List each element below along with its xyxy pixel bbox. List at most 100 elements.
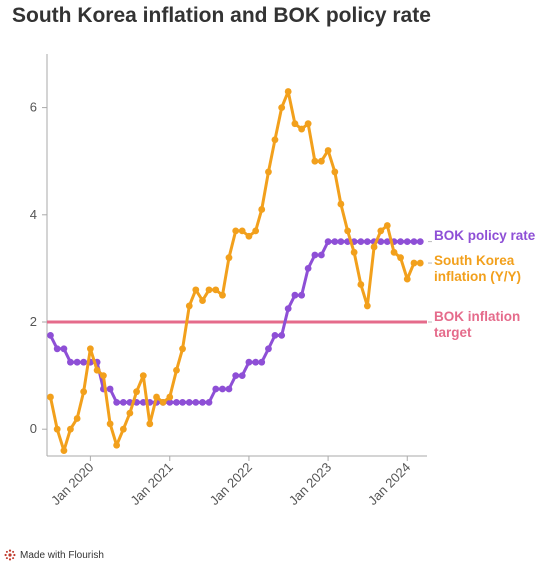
- data-point: [410, 259, 418, 267]
- data-point: [205, 399, 213, 406]
- data-point: [397, 254, 404, 262]
- data-point: [126, 409, 134, 417]
- series-layer: [47, 88, 427, 455]
- y-tick-label: 2: [30, 314, 37, 329]
- data-point: [60, 345, 68, 353]
- data-point: [304, 265, 312, 272]
- footer-text: Made with Flourish: [20, 549, 104, 561]
- data-point: [357, 238, 365, 246]
- data-point: [119, 425, 127, 433]
- data-point: [199, 399, 206, 406]
- legend-item: BOK inflation target: [428, 309, 520, 340]
- data-point: [153, 393, 160, 401]
- data-point: [284, 305, 292, 312]
- data-point: [252, 358, 260, 366]
- data-point: [245, 232, 253, 240]
- data-point: [331, 238, 339, 246]
- legend-item: BOK policy rate: [428, 228, 536, 243]
- data-point: [212, 286, 220, 294]
- x-tick-label: Jan 2021: [127, 460, 175, 508]
- data-point: [67, 358, 74, 366]
- data-point: [166, 393, 174, 401]
- legend-label: South Korea inflation (Y/Y): [434, 253, 521, 284]
- data-point: [106, 385, 114, 393]
- legend-item: South Korea inflation (Y/Y): [428, 253, 521, 284]
- data-point: [258, 206, 266, 213]
- data-point: [106, 420, 114, 428]
- data-point: [403, 238, 411, 246]
- data-point: [258, 358, 266, 366]
- data-point: [225, 254, 233, 262]
- data-point: [403, 275, 411, 283]
- data-point: [86, 345, 94, 353]
- data-point: [324, 147, 332, 154]
- data-point: [291, 120, 299, 128]
- flourish-logo-icon: [4, 549, 16, 561]
- y-tick-label: 0: [30, 421, 37, 436]
- data-point: [311, 251, 319, 259]
- data-point: [73, 415, 81, 422]
- data-point: [212, 385, 220, 393]
- data-point: [324, 238, 332, 246]
- data-point: [192, 399, 200, 406]
- y-tick-label: 4: [30, 207, 37, 222]
- series-bok-policy-rate: [47, 238, 424, 406]
- data-point: [232, 227, 240, 235]
- data-point: [317, 251, 325, 259]
- data-point: [245, 358, 253, 366]
- data-point: [278, 332, 286, 339]
- data-point: [410, 238, 418, 246]
- data-point: [205, 286, 213, 294]
- data-point: [173, 399, 180, 406]
- chart-title: South Korea inflation and BOK policy rat…: [12, 4, 431, 27]
- data-point: [60, 447, 68, 455]
- data-point: [363, 238, 371, 246]
- data-point: [80, 388, 88, 396]
- data-point: [47, 332, 54, 339]
- series-line: [49, 90, 421, 453]
- data-point: [53, 345, 61, 353]
- data-point: [337, 238, 345, 246]
- data-point: [383, 238, 391, 246]
- y-tick-label: 6: [30, 100, 37, 115]
- data-point: [47, 393, 54, 401]
- data-point: [344, 227, 352, 235]
- data-point: [139, 372, 147, 379]
- data-point: [93, 366, 101, 374]
- data-point: [219, 291, 226, 299]
- data-point: [298, 291, 306, 299]
- legend-label: BOK policy rate: [434, 228, 536, 243]
- data-point: [383, 222, 391, 229]
- data-point: [284, 88, 292, 95]
- data-point: [265, 345, 272, 353]
- data-point: [179, 345, 186, 353]
- legend-layer: BOK policy rate South Korea inflation (Y/Y…: [428, 228, 536, 340]
- data-point: [331, 168, 339, 176]
- x-tick-label: Jan 2022: [207, 460, 255, 508]
- legend-label: BOK inflation target: [434, 309, 520, 340]
- data-point: [139, 399, 147, 406]
- x-tick-label: Jan 2024: [365, 460, 413, 508]
- data-point: [232, 372, 240, 379]
- data-point: [304, 120, 312, 128]
- data-point: [53, 425, 61, 433]
- data-point: [265, 168, 272, 176]
- data-point: [173, 366, 180, 374]
- data-point: [185, 302, 193, 310]
- data-point: [192, 286, 200, 294]
- data-point: [416, 238, 424, 246]
- data-point: [159, 399, 167, 406]
- data-point: [179, 399, 186, 406]
- chart-area: 0 2 4 6 Jan 2020 Jan 2021 Jan 2022 Jan 2023 Jan …: [30, 54, 536, 508]
- data-point: [416, 259, 424, 267]
- data-point: [377, 238, 385, 246]
- data-point: [363, 302, 371, 310]
- data-point: [166, 399, 174, 406]
- data-point: [271, 332, 279, 339]
- footer[interactable]: Made with Flourish: [4, 549, 104, 561]
- data-point: [291, 291, 299, 299]
- data-point: [317, 157, 325, 165]
- data-point: [113, 441, 121, 449]
- data-point: [146, 420, 154, 428]
- data-point: [337, 200, 345, 208]
